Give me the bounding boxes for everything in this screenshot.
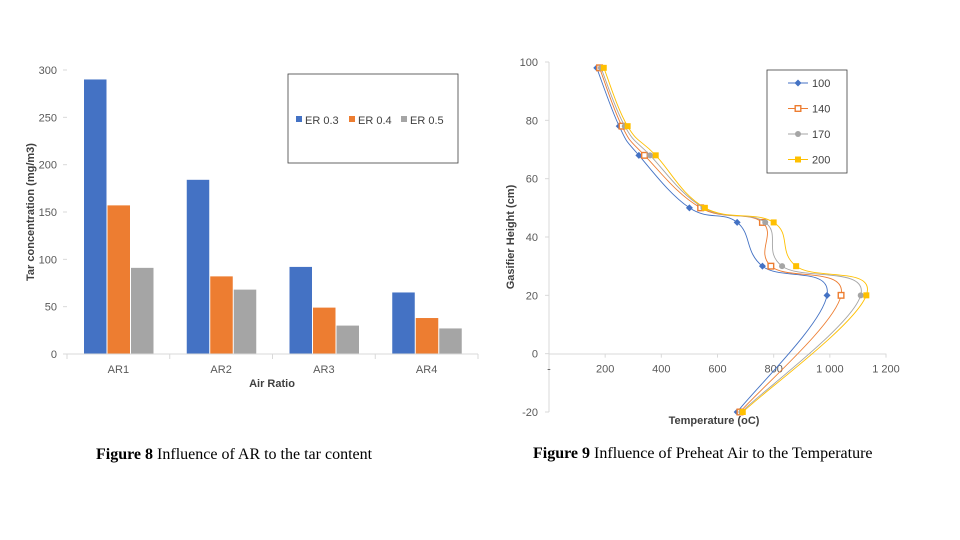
line-200-point [739,409,746,415]
line-170-point [762,219,769,226]
line-200-point [793,263,800,270]
line-100-point [685,204,693,212]
line-x-tick-label: 400 [652,364,670,376]
bar-ER-05-AR2 [233,289,257,354]
bar-legend-label: ER 0.5 [410,115,444,127]
bar-x-tick-label: AR2 [210,364,231,376]
bar-x-ticks: AR1 AR2 AR3 AR4 [66,354,479,376]
bar-ER-03-AR1 [84,79,107,354]
bar-x-tick-label: AR4 [416,364,437,376]
bar-y-tick-label: 100 [39,254,57,266]
line-legend-label: 200 [812,155,830,167]
bar-ER-05-AR1 [131,267,154,354]
bar-ER-04-AR1 [107,205,130,354]
figure-9-text: Influence of Preheat Air to the Temperat… [590,445,873,462]
line-legend-label: 100 [812,78,830,90]
bar-ER-03-AR4 [392,292,415,354]
figure-8-caption: Figure 8 Influence of AR to the tar cont… [96,446,372,464]
bar-y-tick-label: 300 [39,65,57,77]
line-100-point [635,151,643,159]
line-legend-marker [794,104,802,112]
line-series [593,64,870,416]
bar-legend-box [287,73,459,164]
figure-9-caption: Figure 9 Influence of Preheat Air to the… [533,445,873,463]
line-170-point [779,263,786,270]
figure-8-label: Figure 8 [96,446,154,463]
line-140-point [837,291,845,299]
bar-y-tick-label: 150 [39,207,57,219]
line-100-point [758,262,766,270]
line-200-point [770,219,777,226]
bar-y-tick-label: 0 [51,349,57,361]
bar-legend-swatch [349,116,355,122]
line-legend-marker [794,79,802,87]
line-legend-marker [795,131,801,137]
line-200-point [863,292,870,299]
line-100-path [596,67,828,413]
line-100-point [733,218,741,226]
line-200-point [701,204,708,211]
line-x-tick-label: 600 [708,364,726,376]
bar-ER-03-AR3 [289,266,312,354]
bar-legend: ER 0.3 ER 0.4 ER 0.5 [296,115,444,127]
bar-legend-swatch [296,116,302,122]
bar-ER-05-AR3 [336,325,359,354]
line-y-tick-label: 0 [532,349,538,361]
line-x-ticks: - 200 400 600 800 1 000 1 200 [547,353,900,376]
line-x-tick-label: - [547,364,551,376]
bar-legend-swatch [401,116,407,122]
bar-legend-label: ER 0.3 [305,115,339,127]
line-y-tick-label: 100 [520,57,538,69]
line-x-tick-label: 1 200 [872,364,900,376]
line-y-tick-label: 40 [526,232,538,244]
line-y-tick-label: -20 [522,407,538,419]
bar-ER-04-AR3 [313,307,336,354]
line-legend-label: 170 [812,129,830,141]
line-100-point [823,291,831,299]
line-legend: 100 140 170 200 [788,78,830,167]
line-200-point [624,123,631,130]
line-140-point [640,151,648,159]
bar-legend-label: ER 0.4 [358,115,392,127]
line-legend-marker [795,156,801,163]
line-170-point [647,152,654,159]
bar-marks [84,79,462,354]
line-x-tick-label: 800 [764,364,782,376]
line-y-axis-title: Gasifier Height (cm) [505,184,517,289]
line-x-axis-title: Temperature (oC) [669,415,760,427]
bar-y-tick-label: 50 [45,302,57,314]
bar-ER-04-AR4 [415,318,439,354]
bar-ER-03-AR2 [186,179,210,354]
line-x-tick-label: 200 [596,364,614,376]
line-y-ticks: -20 0 20 40 60 80 100 [520,57,549,419]
figure-9-label: Figure 9 [533,445,591,462]
bar-y-ticks: 0 50 100 150 200 250 300 [39,65,67,361]
line-y-tick-label: 20 [526,290,538,302]
bar-ER-04-AR2 [210,276,233,354]
bar-x-axis-title: Air Ratio [249,378,295,390]
bar-ER-05-AR4 [439,328,462,354]
line-170-point [857,292,864,299]
bar-y-tick-label: 200 [39,160,57,172]
bar-y-axis-title: Tar concentration (mg/m3) [25,143,37,281]
line-140-point [767,262,775,270]
line-y-tick-label: 80 [526,115,538,127]
figure-8-text: Influence of AR to the tar content [153,446,373,463]
line-200-point [652,152,659,159]
line-x-tick-label: 1 000 [816,364,844,376]
bar-x-tick-label: AR3 [313,364,334,376]
line-legend-label: 140 [812,104,830,116]
tar-bar-chart: 0 50 100 150 200 250 300 AR1 AR2 AR3 AR4 Air Rati… [25,65,479,390]
line-200-point [600,64,607,71]
bar-y-tick-label: 250 [39,112,57,124]
line-y-tick-label: 60 [526,174,538,186]
bar-x-tick-label: AR1 [108,364,129,376]
line-legend-box [766,69,848,174]
